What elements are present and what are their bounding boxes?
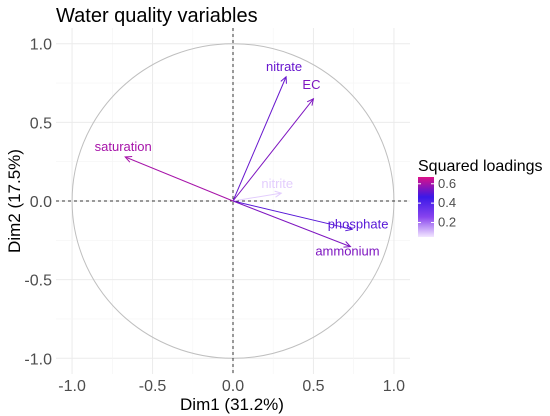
arrowhead-ec	[306, 97, 315, 106]
label-nitrite: nitrite	[261, 176, 293, 191]
legend-tick-label: 0.2	[438, 214, 456, 229]
legend-tick-label: 0.4	[438, 195, 456, 210]
x-tick-labels: -1.0 -0.5 0.0 0.5 1.0	[58, 378, 405, 395]
x-tick-label: 0.5	[302, 378, 324, 395]
label-ammonium: ammonium	[315, 244, 379, 259]
legend-colorbar	[418, 177, 434, 237]
arrow-ammonium	[232, 200, 351, 248]
arrowhead-nitrate	[280, 75, 287, 84]
arrowhead-phosphate	[345, 224, 354, 232]
x-tick-label: -1.0	[58, 378, 86, 395]
label-ec: EC	[302, 77, 320, 92]
variable-arrows	[124, 75, 354, 248]
y-tick-label: 1.0	[30, 37, 52, 54]
legend: Squared loadings 0.6 0.4 0.2	[418, 158, 543, 237]
x-axis-label: Dim1 (31.2%)	[180, 395, 284, 414]
legend-tick-label: 0.6	[438, 176, 456, 191]
x-tick-label: 1.0	[383, 378, 405, 395]
arrow-nitrite	[232, 192, 282, 202]
arrow-phosphate	[232, 200, 353, 230]
x-tick-label: 0.0	[222, 378, 244, 395]
y-axis-label: Dim2 (17.5%)	[5, 149, 24, 253]
label-phosphate: phosphate	[328, 216, 389, 231]
label-saturation: saturation	[95, 139, 152, 154]
y-tick-label: 0.0	[30, 194, 52, 211]
label-nitrate: nitrate	[266, 59, 302, 74]
arrowhead-saturation	[124, 156, 133, 163]
y-tick-label: 0.5	[30, 115, 52, 132]
arrow-ec	[232, 98, 314, 202]
y-tick-label: -0.5	[24, 273, 52, 290]
legend-ticks: 0.6 0.4 0.2	[418, 176, 456, 229]
arrowhead-nitrite	[274, 190, 283, 198]
arrow-nitrate	[232, 76, 287, 202]
legend-title: Squared loadings	[418, 158, 543, 175]
y-tick-labels: 1.0 0.5 0.0 -0.5 -1.0	[24, 37, 52, 369]
arrow-saturation	[125, 156, 234, 202]
y-tick-label: -1.0	[24, 351, 52, 368]
arrowhead-ammonium	[343, 241, 352, 248]
chart-title: Water quality variables	[56, 5, 258, 27]
x-tick-label: -0.5	[139, 378, 167, 395]
